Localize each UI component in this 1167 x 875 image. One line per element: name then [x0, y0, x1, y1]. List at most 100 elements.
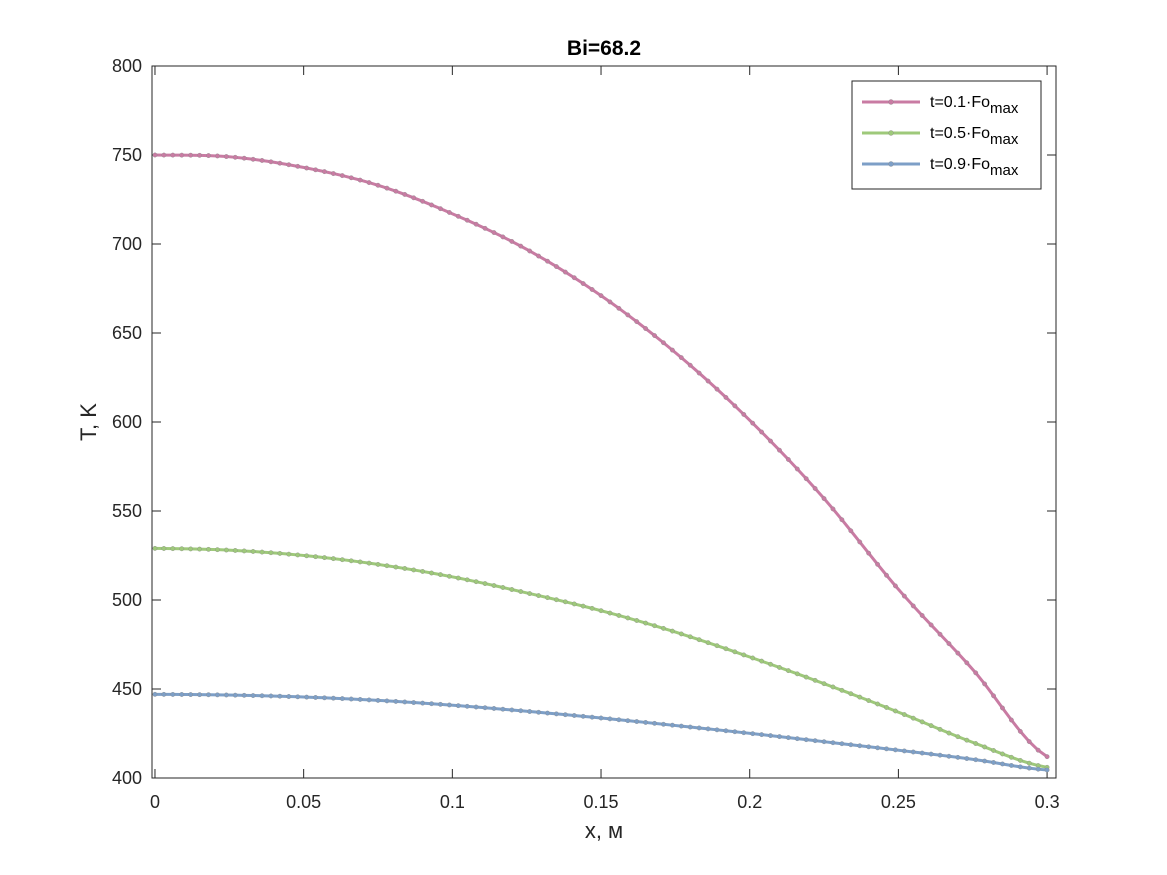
data-point — [491, 230, 497, 235]
data-point — [402, 192, 408, 197]
data-point — [536, 709, 541, 715]
data-point — [607, 299, 613, 305]
legend-box — [851, 80, 1042, 190]
data-point — [464, 703, 470, 709]
data-point — [286, 551, 292, 557]
data-point — [580, 603, 586, 609]
data-point — [571, 601, 577, 607]
data-point — [946, 641, 952, 647]
data-point — [937, 631, 943, 637]
data-point — [750, 731, 756, 737]
data-point — [794, 671, 800, 677]
data-point — [652, 720, 657, 726]
data-point — [446, 210, 452, 215]
data-point — [223, 154, 229, 159]
data-point — [215, 153, 220, 159]
data-point — [821, 681, 827, 687]
data-point — [206, 153, 211, 158]
data-point — [402, 699, 408, 705]
data-point — [179, 546, 185, 552]
chart-title: Bi=68.2 — [567, 37, 641, 60]
data-point — [1017, 758, 1023, 763]
data-point — [910, 603, 916, 609]
data-point — [268, 550, 274, 556]
data-point — [536, 593, 541, 598]
data-point — [295, 552, 301, 558]
data-point — [179, 692, 185, 697]
data-point — [322, 695, 327, 701]
data-point — [669, 347, 675, 353]
data-point — [714, 643, 720, 649]
data-point — [375, 562, 381, 567]
data-point — [473, 221, 479, 227]
data-point — [1026, 739, 1032, 744]
data-point — [687, 362, 693, 368]
data-point — [1017, 764, 1023, 770]
data-point — [928, 723, 934, 729]
data-point — [794, 466, 800, 472]
data-point — [366, 560, 372, 566]
data-point — [330, 695, 336, 701]
data-point — [991, 760, 996, 765]
x-tick-label: 0 — [150, 792, 160, 812]
data-point — [339, 173, 345, 179]
data-point — [839, 687, 845, 693]
data-point — [473, 579, 479, 585]
data-point — [955, 754, 961, 760]
data-point — [866, 698, 872, 703]
data-point — [1026, 760, 1032, 766]
data-point — [901, 593, 907, 599]
data-point — [179, 152, 185, 158]
data-point — [982, 744, 988, 750]
data-point — [741, 412, 747, 417]
data-point — [946, 753, 952, 759]
data-point — [375, 182, 381, 188]
data-point — [803, 476, 809, 482]
data-point — [857, 743, 863, 749]
data-point — [455, 575, 461, 581]
data-point — [527, 709, 533, 714]
data-point — [348, 696, 354, 702]
data-point — [946, 730, 952, 736]
y-tick-label: 450 — [112, 679, 142, 699]
series-2 — [152, 545, 1050, 770]
data-point — [928, 622, 934, 628]
data-point — [313, 554, 318, 560]
data-point — [411, 195, 417, 201]
y-axis-title: T, K — [76, 403, 101, 441]
data-point — [821, 739, 827, 745]
data-point — [768, 661, 773, 667]
data-point — [1044, 754, 1050, 760]
data-point — [928, 751, 934, 757]
data-point — [634, 618, 640, 623]
legend-marker — [888, 99, 894, 105]
data-point — [429, 570, 434, 576]
data-point — [339, 696, 345, 701]
y-tick-label: 500 — [112, 590, 142, 610]
data-point — [197, 692, 202, 698]
data-point — [875, 745, 880, 751]
data-point — [402, 566, 408, 571]
data-point — [893, 583, 898, 589]
data-point — [330, 171, 336, 176]
data-point — [741, 730, 747, 736]
data-point — [696, 370, 702, 376]
data-point — [545, 595, 550, 601]
data-point — [268, 693, 274, 699]
data-point — [411, 700, 417, 705]
data-point — [991, 748, 996, 753]
series-1 — [152, 152, 1050, 760]
data-point — [322, 169, 327, 175]
y-tick-label: 800 — [112, 56, 142, 76]
data-point — [669, 628, 675, 634]
data-point — [1017, 728, 1023, 734]
data-point — [304, 694, 310, 700]
data-point — [393, 699, 399, 704]
data-point — [277, 551, 283, 556]
data-point — [330, 556, 336, 562]
data-point — [259, 693, 265, 699]
data-point — [973, 757, 979, 763]
data-point — [197, 546, 202, 552]
data-point — [232, 692, 238, 698]
data-point — [250, 693, 256, 698]
